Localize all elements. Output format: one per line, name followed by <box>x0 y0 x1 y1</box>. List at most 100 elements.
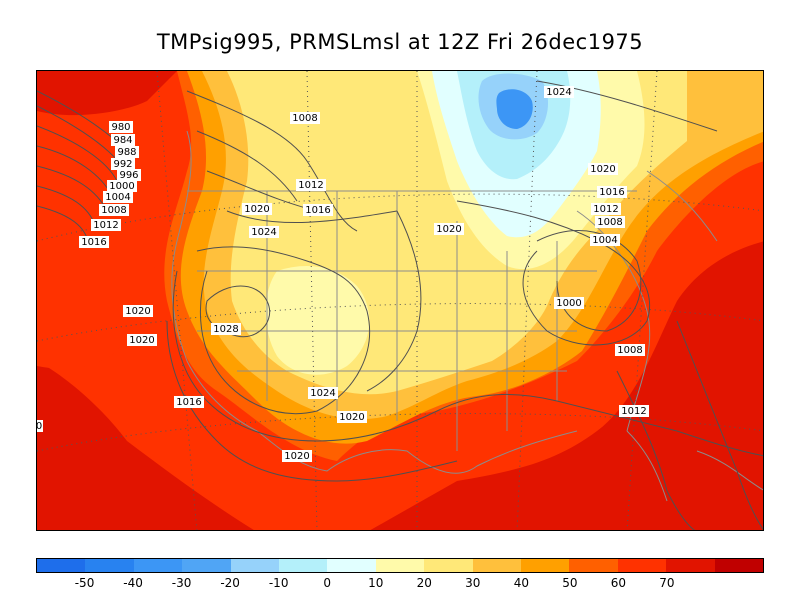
colorbar-swatch <box>279 559 328 572</box>
svg-text:1016: 1016 <box>305 205 330 216</box>
colorbar-tick-labels: -50 -40 -30 -20 -10 0 10 20 30 40 50 60 70 <box>36 573 764 593</box>
isobar-label-1020w1: 1020 <box>123 305 153 317</box>
svg-text:1024: 1024 <box>546 87 571 98</box>
isobar-label-1024ne: 1024 <box>544 86 574 98</box>
isobar-label-1016n: 1016 <box>303 204 333 216</box>
colorbar-tick-label: -40 <box>123 576 143 590</box>
svg-text:996: 996 <box>119 170 138 181</box>
isobar-labels: 980 984 988 992 996 1000 1004 1008 1012 … <box>37 86 649 462</box>
colorbar-swatch <box>666 559 715 572</box>
isobar-label-edge: 0 <box>37 420 43 432</box>
isobar-label-996: 996 <box>117 169 141 181</box>
svg-text:1008: 1008 <box>101 205 126 216</box>
svg-text:980: 980 <box>111 122 130 133</box>
isobar-label-1020n: 1020 <box>242 203 272 215</box>
colorbar-swatch <box>327 559 376 572</box>
colorbar-swatch <box>133 559 183 572</box>
isobar-label-1020c: 1020 <box>434 223 464 235</box>
colorbar <box>36 558 764 573</box>
colorbar-tick-label: 30 <box>465 576 481 590</box>
colorbar-swatch <box>230 559 280 572</box>
colorbar-swatch <box>182 559 231 572</box>
isobar-label-1016sw: 1016 <box>174 396 204 408</box>
isobar-label-1008se: 1008 <box>615 344 645 356</box>
colorbar-swatch <box>521 559 570 572</box>
svg-text:988: 988 <box>117 147 136 158</box>
svg-text:1020: 1020 <box>125 306 150 317</box>
isobar-label-1008n: 1008 <box>290 112 320 124</box>
colorbar-tick-label: -30 <box>171 576 192 590</box>
svg-text:1024: 1024 <box>251 227 276 238</box>
temp-band-neg40 <box>496 89 533 129</box>
colorbar-tick-label: 10 <box>368 576 384 590</box>
colorbar-tick-label: 40 <box>513 576 529 590</box>
isobar-label-1020ne: 1020 <box>588 163 618 175</box>
svg-text:1028: 1028 <box>213 324 238 335</box>
isobar-label-988: 988 <box>115 146 139 158</box>
svg-text:1020: 1020 <box>284 451 309 462</box>
isobar-label-1020w2: 1020 <box>127 334 157 346</box>
svg-text:1020: 1020 <box>244 204 269 215</box>
isobar-label-1012se: 1012 <box>619 405 649 417</box>
svg-text:1008: 1008 <box>292 113 317 124</box>
colorbar-swatch <box>714 559 764 572</box>
isobar-label-1016e: 1016 <box>597 186 627 198</box>
svg-text:992: 992 <box>113 159 132 170</box>
svg-text:1020: 1020 <box>436 224 461 235</box>
isobar-label-1024n: 1024 <box>249 226 279 238</box>
political-boundaries <box>171 130 763 502</box>
colorbar-tick-label: -50 <box>74 576 95 590</box>
isobar-label-1028: 1028 <box>211 323 241 335</box>
isobars <box>37 80 763 530</box>
colorbar-tick-label: 50 <box>562 576 578 590</box>
svg-text:1024: 1024 <box>310 388 335 399</box>
svg-text:1012: 1012 <box>298 180 323 191</box>
isobar-label-992: 992 <box>111 158 135 170</box>
isobar-label-1020s2: 1020 <box>282 450 312 462</box>
svg-text:1012: 1012 <box>593 204 618 215</box>
svg-text:1000: 1000 <box>556 298 581 309</box>
map-panel: 980 984 988 992 996 1000 1004 1008 1012 … <box>36 70 764 531</box>
isobar-label-1000e: 1000 <box>554 297 584 309</box>
svg-text:1004: 1004 <box>592 235 617 246</box>
isobar-label-1008w: 1008 <box>99 204 129 216</box>
colorbar-swatch <box>569 559 618 572</box>
isobar-label-1012w: 1012 <box>91 219 121 231</box>
colorbar-swatch <box>37 559 86 572</box>
svg-text:1016: 1016 <box>176 397 201 408</box>
colorbar-swatch <box>424 559 473 572</box>
isobar-label-1024s: 1024 <box>308 387 338 399</box>
isobar-label-1012n: 1012 <box>296 179 326 191</box>
isobar-label-1004e: 1004 <box>590 234 620 246</box>
colorbar-tick-label: 60 <box>610 576 627 590</box>
svg-text:1004: 1004 <box>105 192 130 203</box>
svg-text:1008: 1008 <box>597 217 622 228</box>
map-plot: 980 984 988 992 996 1000 1004 1008 1012 … <box>37 71 763 530</box>
map-title: TMPsig995, PRMSLmsl at 12Z Fri 26dec1975 <box>156 30 644 54</box>
colorbar-tick-label: 0 <box>323 576 332 590</box>
svg-text:1016: 1016 <box>599 187 624 198</box>
svg-text:1016: 1016 <box>81 237 106 248</box>
temp-band-0b <box>265 266 370 375</box>
colorbar-tick-label: -10 <box>268 576 289 590</box>
colorbar-tick-label: 70 <box>659 576 675 590</box>
colorbar-swatch <box>375 559 425 572</box>
svg-text:1000: 1000 <box>109 181 134 192</box>
svg-text:1012: 1012 <box>621 406 646 417</box>
colorbar-tick-label: -20 <box>220 576 240 590</box>
isobar-label-1012e: 1012 <box>591 203 621 215</box>
colorbar-swatch <box>617 559 667 572</box>
svg-text:1020: 1020 <box>590 164 615 175</box>
isobar-label-1000w: 1000 <box>107 180 137 192</box>
svg-text:984: 984 <box>113 135 132 146</box>
isobar-label-984: 984 <box>111 134 135 146</box>
svg-text:1020: 1020 <box>129 335 154 346</box>
colorbar-tick-label: 20 <box>416 576 432 590</box>
colorbar-swatch <box>472 559 522 572</box>
isobar-label-980: 980 <box>109 121 133 133</box>
colorbar-swatch <box>85 559 134 572</box>
svg-text:1008: 1008 <box>617 345 642 356</box>
isobar-label-1004w: 1004 <box>103 191 133 203</box>
isobar-label-1008e: 1008 <box>595 216 625 228</box>
isobar-label-1020s: 1020 <box>337 411 367 423</box>
